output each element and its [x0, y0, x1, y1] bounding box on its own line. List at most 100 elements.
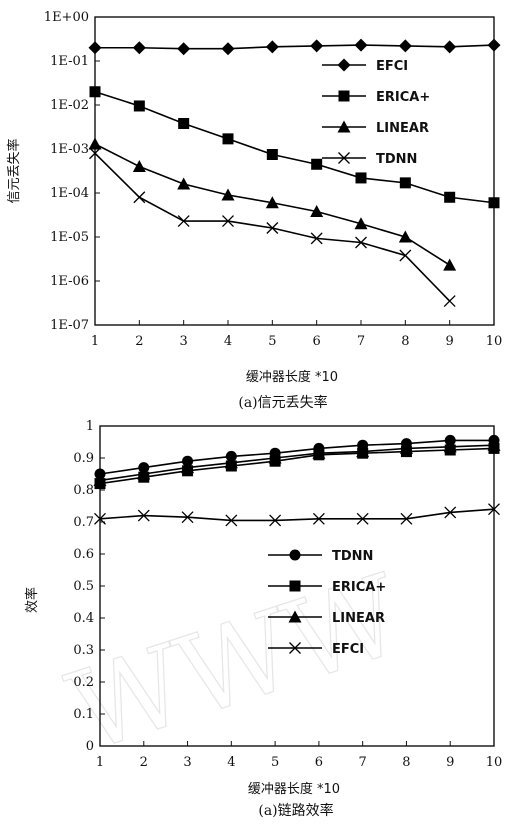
- data-point-efci: [137, 509, 150, 522]
- data-point-erica: [399, 177, 411, 189]
- y-axis-label: 信元丢失率: [6, 138, 22, 203]
- x-tick-label: 7: [359, 755, 367, 770]
- y-tick-label: 0.1: [73, 707, 94, 722]
- y-tick-label: 0.7: [73, 515, 94, 530]
- y-tick-label: 0.9: [73, 451, 94, 466]
- series-tdnn: [89, 147, 456, 308]
- legend-marker-erica: [338, 90, 350, 102]
- data-point-efci: [356, 512, 369, 525]
- data-point-efci: [443, 40, 457, 54]
- data-point-tdnn: [266, 222, 279, 234]
- x-tick-label: 2: [140, 755, 148, 770]
- series-line-erica: [94, 90, 495, 204]
- y-axis-label: 效率: [24, 587, 40, 613]
- legend-marker-tdnn: [289, 549, 301, 561]
- series-erica: [89, 86, 500, 209]
- y-axis: 1 0.9 0.8 0.7 0.6 0.5 0.4 0.3 0.2 0.1 0: [73, 419, 105, 754]
- data-point-linear: [310, 204, 324, 217]
- data-point-erica: [266, 148, 278, 160]
- series-group: [88, 38, 501, 308]
- x-tick-label: 5: [268, 334, 276, 349]
- data-point-efci: [488, 503, 500, 516]
- legend-label-tdnn: TDNN: [332, 549, 373, 564]
- chart-caption: (a)信元丢失率: [238, 394, 327, 411]
- y-tick-label: 1E-06: [50, 274, 89, 289]
- data-point-efci: [444, 506, 457, 519]
- series-efci: [94, 503, 500, 527]
- x-tick-label: 10: [486, 755, 503, 770]
- data-point-erica: [222, 133, 234, 145]
- chart-caption: (a)链路效率: [258, 802, 333, 819]
- series-line-efci: [95, 44, 495, 50]
- data-point-efci: [181, 511, 194, 524]
- x-tick-label: 8: [401, 334, 409, 349]
- legend-label-tdnn: TDNN: [376, 152, 417, 167]
- data-point-linear: [399, 441, 413, 454]
- x-tick-label: 9: [446, 755, 454, 770]
- series-line-tdnn: [99, 439, 494, 475]
- x-tick-label: 2: [135, 334, 143, 349]
- series-linear: [88, 137, 457, 271]
- x-tick-label: 4: [227, 755, 235, 770]
- data-point-efci: [310, 39, 324, 53]
- data-point-efci: [88, 41, 102, 55]
- data-point-efci: [354, 38, 368, 52]
- y-tick-label: 0.3: [73, 643, 94, 658]
- x-axis-label: 缓冲器长度 *10: [248, 781, 340, 797]
- x-tick-label: 5: [271, 755, 279, 770]
- series-line-efci: [99, 508, 495, 522]
- y-tick-label: 0: [86, 739, 94, 754]
- legend-label-linear: LINEAR: [332, 611, 385, 626]
- data-point-linear: [312, 446, 326, 459]
- data-point-linear: [221, 188, 235, 201]
- x-tick-label: 1: [91, 334, 99, 349]
- legend-marker-erica: [289, 580, 301, 592]
- y-tick-label: 0.2: [73, 675, 94, 690]
- x-tick-label: 9: [446, 334, 454, 349]
- y-tick-label: 1E-03: [50, 142, 89, 157]
- y-tick-label: 1E-01: [50, 54, 89, 69]
- data-point-linear: [268, 451, 282, 464]
- y-tick-label: 1E-02: [50, 98, 89, 113]
- data-point-linear: [224, 456, 238, 469]
- cell-loss-rate-chart: 1E+00 1E-01 1E-02 1E-03 1E-04 1E-05 1E-06 1E-07…: [6, 10, 502, 411]
- data-point-tdnn: [133, 191, 146, 204]
- legend-marker-efci: [289, 642, 301, 654]
- x-tick-label: 3: [180, 334, 188, 349]
- x-tick-label: 6: [313, 334, 321, 349]
- data-point-linear: [398, 230, 412, 243]
- legend-label-erica: ERICA+: [332, 580, 386, 595]
- legend-label-efci: EFCI: [376, 59, 408, 74]
- legend: EFCI ERICA+ LINEAR TDNN: [322, 58, 430, 167]
- y-tick-label: 1E-07: [50, 318, 89, 333]
- data-point-efci: [269, 514, 282, 527]
- data-point-linear: [137, 467, 151, 480]
- data-point-linear: [177, 177, 191, 190]
- data-point-erica: [89, 86, 101, 98]
- data-point-efci: [221, 42, 235, 56]
- data-point-efci: [400, 512, 413, 525]
- data-point-efci: [265, 40, 279, 54]
- data-point-tdnn: [310, 232, 323, 245]
- x-tick-label: 6: [315, 755, 323, 770]
- data-point-erica: [444, 191, 456, 203]
- y-axis: 1E+00 1E-01 1E-02 1E-03 1E-04 1E-05 1E-06 1E-07: [44, 10, 100, 333]
- data-point-efci: [94, 512, 106, 525]
- data-point-erica: [355, 172, 367, 184]
- x-axis: 1 2 3 4 5 6 7 8 9 10: [96, 741, 502, 770]
- data-point-linear: [265, 196, 279, 209]
- data-point-tdnn: [443, 295, 456, 308]
- data-point-erica: [133, 100, 145, 112]
- series-efci: [88, 38, 501, 56]
- data-point-tdnn: [355, 236, 367, 249]
- data-point-efci: [132, 41, 146, 55]
- x-axis: 1 2 3 4 5 6 7 8 9 10: [91, 320, 502, 349]
- data-point-erica: [178, 117, 190, 129]
- x-tick-label: 10: [486, 334, 503, 349]
- data-point-efci: [398, 39, 412, 53]
- legend-marker-tdnn: [338, 152, 350, 164]
- legend-marker-efci: [337, 58, 351, 72]
- legend-label-linear: LINEAR: [376, 121, 429, 136]
- y-tick-label: 1E+00: [44, 10, 89, 25]
